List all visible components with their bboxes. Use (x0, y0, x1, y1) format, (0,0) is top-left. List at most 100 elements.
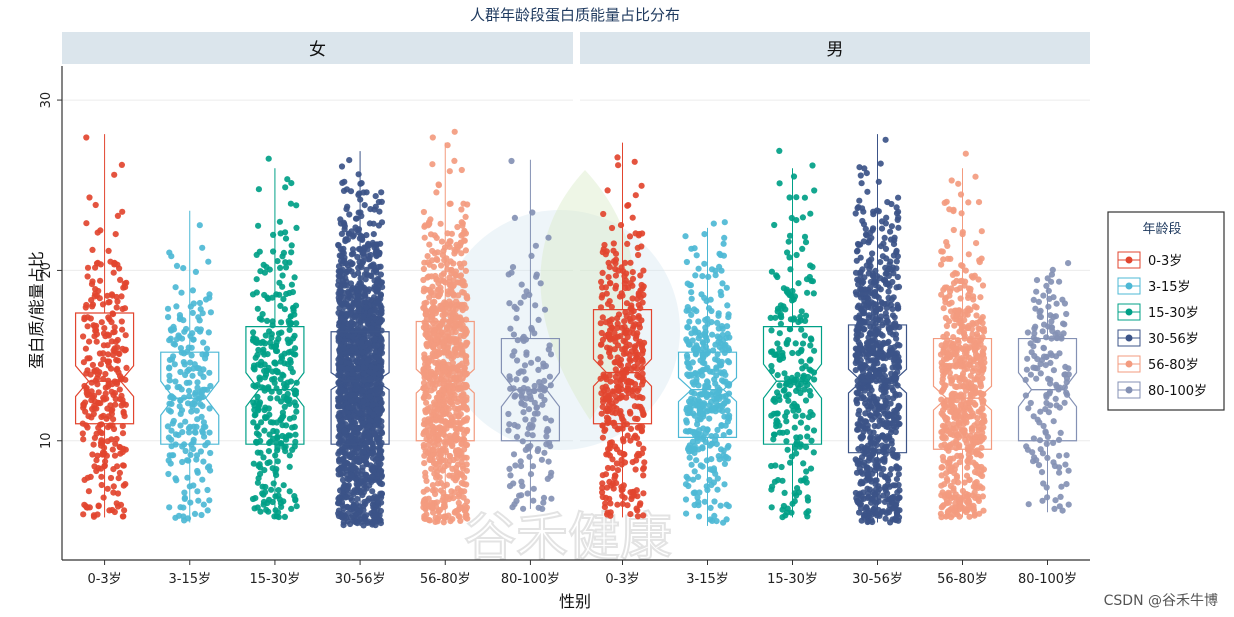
jitter-point (337, 358, 344, 365)
jitter-point (634, 360, 641, 367)
jitter-point (279, 272, 286, 279)
jitter-point (99, 451, 106, 458)
jitter-point (176, 312, 183, 319)
jitter-point (879, 432, 886, 439)
jitter-point (857, 172, 864, 179)
jitter-point (463, 339, 470, 346)
jitter-point (347, 520, 354, 528)
jitter-point (257, 339, 264, 346)
jitter-point (714, 486, 721, 493)
jitter-point (253, 424, 261, 431)
jitter-point (362, 276, 369, 283)
jitter-point (119, 396, 126, 404)
jitter-point (458, 166, 465, 174)
jitter-point (266, 266, 273, 273)
jitter-point (803, 276, 811, 283)
jitter-point (180, 265, 187, 272)
jitter-point (631, 158, 638, 165)
jitter-point (359, 349, 366, 356)
jitter-point (811, 347, 818, 354)
jitter-point (446, 389, 453, 396)
jitter-point (257, 470, 264, 478)
jitter-point (254, 504, 261, 511)
jitter-point (118, 293, 125, 300)
jitter-point (894, 415, 901, 422)
jitter-point (463, 467, 470, 474)
jitter-point (693, 252, 700, 259)
jitter-point (102, 458, 109, 465)
jitter-point (459, 222, 466, 229)
jitter-point (166, 365, 173, 372)
jitter-point (343, 206, 350, 213)
jitter-point (893, 284, 900, 291)
jitter-point (432, 336, 440, 343)
jitter-point (538, 456, 546, 463)
jitter-point (85, 488, 92, 495)
jitter-point (188, 352, 195, 359)
jitter-point (291, 423, 298, 430)
jitter-point (360, 447, 367, 455)
jitter-point (529, 432, 536, 439)
jitter-point (770, 431, 778, 438)
jitter-point (875, 178, 882, 185)
jitter-point (709, 331, 716, 338)
jitter-point (292, 402, 300, 409)
jitter-point (377, 517, 384, 524)
jitter-point (717, 251, 724, 259)
jitter-point (372, 193, 379, 200)
jitter-point (640, 466, 647, 473)
jitter-point (114, 463, 121, 470)
jitter-point (722, 371, 729, 378)
jitter-point (614, 320, 621, 327)
jitter-point (93, 367, 100, 374)
jitter-point (624, 432, 631, 439)
jitter-point (725, 415, 733, 422)
jitter-point (179, 458, 186, 466)
jitter-point (783, 286, 791, 293)
jitter-point (372, 365, 379, 372)
jitter-point (282, 229, 289, 236)
jitter-point (341, 303, 348, 310)
jitter-point (373, 269, 380, 276)
jitter-point (94, 452, 101, 459)
jitter-point (366, 393, 374, 400)
jitter-point (695, 513, 703, 520)
jitter-point (348, 305, 355, 312)
facet-strip-label: 男 (827, 40, 844, 60)
jitter-point (178, 335, 186, 342)
jitter-point (444, 344, 451, 351)
jitter-point (376, 451, 383, 458)
jitter-point (361, 202, 368, 209)
jitter-point (776, 330, 783, 337)
jitter-point (335, 471, 342, 478)
jitter-point (87, 473, 94, 480)
jitter-point (770, 410, 778, 417)
jitter-point (197, 326, 204, 333)
jitter-point (183, 379, 190, 386)
jitter-point (93, 260, 101, 267)
jitter-point (90, 512, 97, 519)
jitter-point (717, 502, 724, 509)
jitter-point (693, 457, 700, 464)
jitter-point (205, 258, 212, 265)
jitter-point (803, 468, 810, 475)
jitter-points (79, 128, 1072, 529)
jitter-point (340, 484, 347, 491)
jitter-point (177, 345, 184, 352)
jitter-point (184, 474, 191, 481)
jitter-point (724, 323, 731, 330)
jitter-point (528, 424, 536, 431)
jitter-point (436, 291, 443, 298)
jitter-point (721, 455, 728, 462)
jitter-point (172, 378, 179, 385)
jitter-point (513, 315, 520, 322)
jitter-point (195, 497, 202, 504)
jitter-point (182, 418, 189, 425)
jitter-point (446, 168, 453, 175)
jitter-point (374, 511, 381, 518)
jitter-point (86, 355, 93, 362)
jitter-point (535, 446, 542, 453)
jitter-point (281, 403, 288, 410)
jitter-point (93, 405, 100, 412)
jitter-point (259, 490, 266, 497)
